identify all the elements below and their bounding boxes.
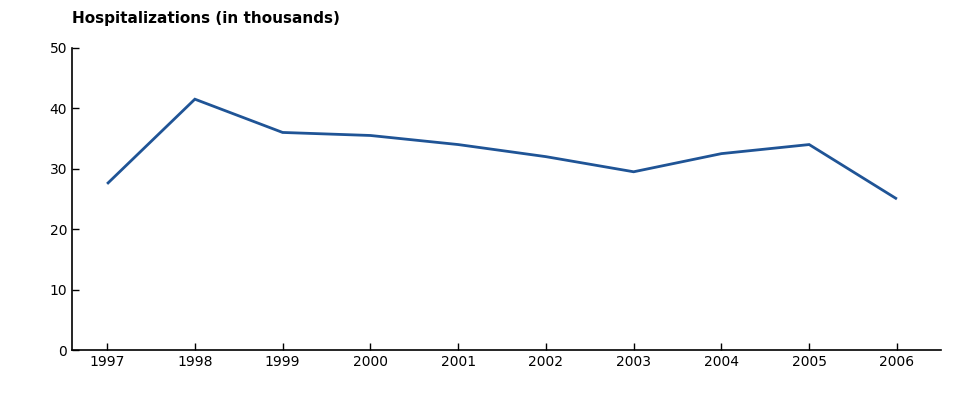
- Text: Hospitalizations (in thousands): Hospitalizations (in thousands): [72, 12, 340, 26]
